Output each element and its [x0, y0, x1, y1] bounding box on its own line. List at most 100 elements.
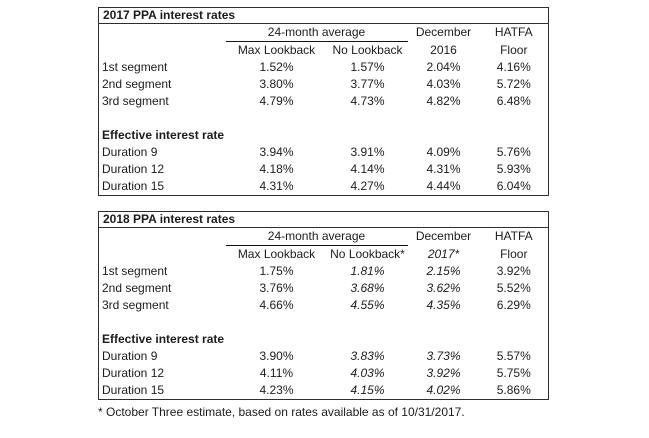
- table-row: 3rd segment 4.66% 4.55% 4.35% 6.29%: [99, 297, 549, 314]
- row-label: 2nd segment: [102, 77, 172, 91]
- table-title: 2018 PPA interest rates: [98, 211, 549, 228]
- spacer-row: [99, 110, 549, 127]
- rate-value: 3.76%: [259, 281, 294, 295]
- table-row: Duration 15 4.23% 4.15% 4.02% 5.86%: [99, 382, 549, 400]
- rate-value: 4.31%: [426, 162, 461, 176]
- rate-value: 4.23%: [259, 383, 294, 397]
- row-label: Duration 12: [102, 162, 165, 176]
- group-header-row: 24-month average December HATFA: [99, 23, 549, 42]
- rate-value: 4.16%: [496, 60, 531, 74]
- rate-value: 4.82%: [426, 94, 461, 108]
- rate-value: 1.75%: [259, 264, 294, 278]
- table-row: Duration 12 4.11% 4.03% 3.92% 5.75%: [99, 365, 549, 382]
- rate-value: 5.75%: [496, 366, 531, 380]
- col-header-floor: Floor: [500, 246, 528, 261]
- rate-value: 1.57%: [350, 60, 385, 74]
- rate-value: 4.03%: [350, 366, 385, 380]
- rate-value: 3.92%: [496, 264, 531, 278]
- section-header-row: Effective interest rate: [99, 127, 549, 144]
- rate-value: 4.44%: [426, 179, 461, 193]
- row-label: Duration 12: [102, 366, 165, 380]
- rate-value: 3.91%: [350, 145, 385, 159]
- group-header-24-month-average: 24-month average: [225, 23, 408, 42]
- group-header-24-month-average: 24-month average: [225, 227, 408, 246]
- rate-value: 5.93%: [496, 162, 531, 176]
- rate-value: 4.09%: [426, 145, 461, 159]
- footnote: * October Three estimate, based on rates…: [98, 405, 465, 419]
- rate-value: 5.72%: [496, 77, 531, 91]
- rate-value: 3.80%: [259, 77, 294, 91]
- table-row: Duration 9 3.94% 3.91% 4.09% 5.76%: [99, 144, 549, 161]
- row-label: 2nd segment: [102, 281, 172, 295]
- col-header-max-lookback: Max Lookback: [237, 43, 316, 57]
- table-title-row: 2018 PPA interest rates: [98, 211, 549, 228]
- rate-value: 5.86%: [496, 383, 531, 397]
- rate-value: 1.52%: [259, 60, 294, 74]
- table-body: 1st segment 1.52% 1.57% 2.04% 4.16% 2nd segme…: [99, 59, 549, 196]
- table-row: Duration 9 3.90% 3.83% 3.73% 5.57%: [99, 348, 549, 365]
- col-header-no-lookback: No Lookback*: [330, 247, 405, 261]
- rate-value: 4.03%: [426, 77, 461, 91]
- col-header-hatfa: HATFA: [494, 229, 533, 244]
- row-label: Duration 9: [102, 349, 158, 363]
- rate-value: 6.29%: [496, 298, 531, 312]
- empty-cell: [99, 314, 549, 331]
- table-row: Duration 15 4.31% 4.27% 4.44% 6.04%: [99, 178, 549, 196]
- rate-value: 6.48%: [496, 94, 531, 108]
- rate-value: 3.73%: [426, 349, 461, 363]
- row-label: Duration 15: [102, 383, 165, 397]
- rate-value: 4.02%: [426, 383, 461, 397]
- empty-cell: [99, 110, 549, 127]
- rate-value: 5.76%: [496, 145, 531, 159]
- group-header-row: 24-month average December HATFA: [99, 227, 549, 246]
- rate-value: 3.62%: [426, 281, 461, 295]
- table-body: 1st segment 1.75% 1.81% 2.15% 3.92% 2nd segme…: [99, 263, 549, 400]
- table-row: 3rd segment 4.79% 4.73% 4.82% 6.48%: [99, 93, 549, 110]
- rate-value: 4.14%: [350, 162, 385, 176]
- section-header: Effective interest rate: [102, 332, 225, 346]
- rate-value: 2.04%: [426, 60, 461, 74]
- col-header-max-lookback: Max Lookback: [237, 247, 316, 261]
- rate-value: 3.94%: [259, 145, 294, 159]
- col-header-december: December: [415, 25, 472, 40]
- rate-value: 4.31%: [259, 179, 294, 193]
- rate-value: 5.52%: [496, 281, 531, 295]
- rate-value: 1.81%: [350, 264, 385, 278]
- col-header-floor: Floor: [500, 42, 528, 57]
- rate-value: 4.18%: [259, 162, 294, 176]
- ppa-table-2017: 2017 PPA interest rates 24-month average…: [98, 7, 550, 196]
- col-header-period-year: 2016: [430, 42, 457, 57]
- rate-value: 3.83%: [350, 349, 385, 363]
- table-row: 1st segment 1.75% 1.81% 2.15% 3.92%: [99, 263, 549, 280]
- col-header-hatfa: HATFA: [494, 25, 533, 40]
- rate-value: 4.79%: [259, 94, 294, 108]
- empty-cell: [99, 228, 226, 246]
- empty-cell: [99, 246, 226, 264]
- row-label: 3rd segment: [102, 94, 169, 108]
- spacer-row: [99, 314, 549, 331]
- sub-header-row: Max Lookback No Lookback* 2017* Floor: [99, 246, 549, 264]
- table-row: 1st segment 1.52% 1.57% 2.04% 4.16%: [99, 59, 549, 76]
- empty-cell: [99, 24, 226, 42]
- ppa-table-2018: 2018 PPA interest rates 24-month average…: [98, 211, 550, 400]
- rate-value: 4.15%: [350, 383, 385, 397]
- col-header-december: December: [415, 229, 472, 244]
- rate-value: 2.15%: [426, 264, 461, 278]
- rate-value: 5.57%: [496, 349, 531, 363]
- table-title: 2017 PPA interest rates: [98, 7, 549, 24]
- table-title-row: 2017 PPA interest rates: [98, 7, 549, 24]
- section-header: Effective interest rate: [102, 128, 225, 142]
- table-row: Duration 12 4.18% 4.14% 4.31% 5.93%: [99, 161, 549, 178]
- rate-value: 3.92%: [426, 366, 461, 380]
- rate-value: 3.77%: [350, 77, 385, 91]
- row-label: Duration 9: [102, 145, 158, 159]
- row-label: 3rd segment: [102, 298, 169, 312]
- rate-value: 3.90%: [259, 349, 294, 363]
- rate-value: 4.11%: [259, 366, 294, 380]
- rate-value: 4.66%: [259, 298, 294, 312]
- rate-value: 3.68%: [350, 281, 385, 295]
- rate-value: 4.35%: [426, 298, 461, 312]
- rate-value: 4.55%: [350, 298, 385, 312]
- empty-cell: [99, 42, 226, 60]
